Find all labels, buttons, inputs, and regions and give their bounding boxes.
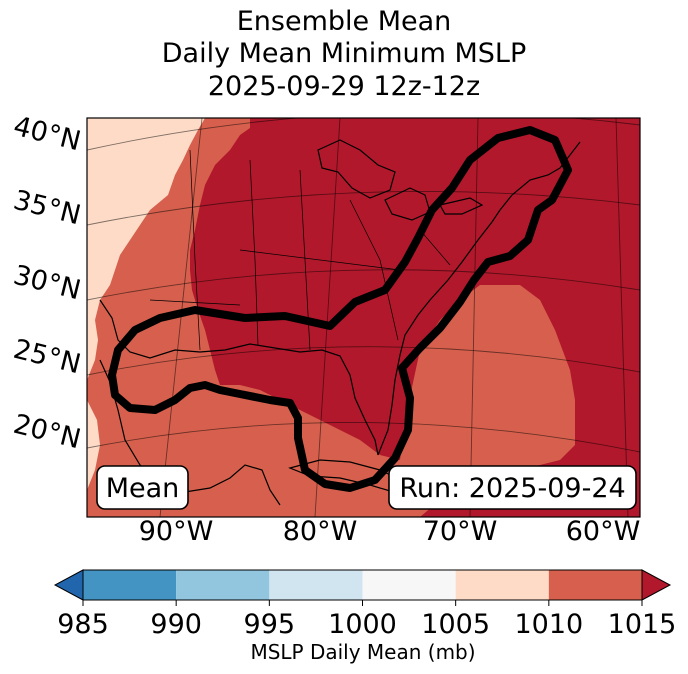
coastline-gulf xyxy=(99,299,379,456)
annotation-mean: Mean xyxy=(106,473,180,504)
colorbar-tick-label-0: 985 xyxy=(57,609,109,640)
annotation-mean-box xyxy=(96,465,189,510)
colorbar-label: MSLP Daily Mean (mb) xyxy=(250,640,476,664)
ensemble-contour-outline xyxy=(108,126,572,492)
colorbar-tick-label-4: 1005 xyxy=(421,609,490,640)
title-line-2: Daily Mean Minimum MSLP xyxy=(161,38,527,69)
state-borders xyxy=(149,149,451,351)
lon-label-80: 80°W xyxy=(283,516,358,547)
annotation-run: Run: 2025-09-24 xyxy=(399,473,625,504)
map-panel xyxy=(87,118,640,517)
colorbar-bin-3 xyxy=(362,570,456,600)
colorbar-tick-label-1: 990 xyxy=(150,609,202,640)
lat-label-25: 25°N xyxy=(10,334,84,381)
annotation-run-box xyxy=(388,465,637,510)
colorbar-bin-4 xyxy=(455,570,549,600)
graticule xyxy=(87,118,640,517)
lat-label-35: 35°N xyxy=(10,185,84,232)
colorbar-tick-label-2: 995 xyxy=(244,609,296,640)
colorbar-extend-over xyxy=(641,569,672,601)
title-line-1: Ensemble Mean xyxy=(236,6,452,37)
lat-label-40: 40°N xyxy=(10,111,84,158)
colorbar-bin-2 xyxy=(269,570,363,600)
field-region-1010-east xyxy=(400,285,575,517)
map-frame xyxy=(86,117,641,518)
colorbar-bin-5 xyxy=(548,570,642,600)
colorbar-tick-label-5: 1010 xyxy=(514,609,583,640)
colorbar-bin-0 xyxy=(83,570,177,600)
lon-label-70: 70°W xyxy=(423,516,498,547)
lat-label-30: 30°N xyxy=(10,260,84,307)
colorbar-tick-label-3: 1000 xyxy=(328,609,397,640)
lon-label-60: 60°W xyxy=(566,516,641,547)
title-line-3: 2025-09-29 12z-12z xyxy=(207,71,481,102)
colorbar: 985 990 995 1000 1005 1010 1015 xyxy=(53,569,677,640)
field-region-1005-sw xyxy=(87,400,100,490)
field-region-1010-west xyxy=(87,118,400,517)
lon-label-90: 90°W xyxy=(139,516,214,547)
colorbar-bin-1 xyxy=(176,570,270,600)
field-region-1005 xyxy=(87,118,205,380)
colorbar-extend-under xyxy=(53,569,84,601)
lat-label-20: 20°N xyxy=(10,409,84,456)
colorbar-tick-label-6: 1015 xyxy=(608,609,677,640)
coastline-atlantic xyxy=(377,141,581,456)
